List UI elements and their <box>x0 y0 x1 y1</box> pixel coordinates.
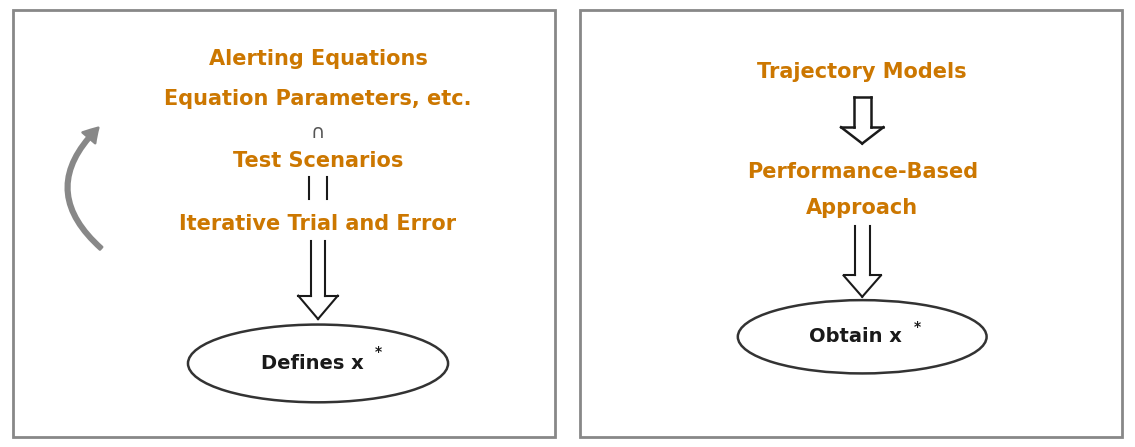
Text: Approach: Approach <box>806 198 918 218</box>
Text: Iterative Trial and Error: Iterative Trial and Error <box>179 214 456 233</box>
Text: *: * <box>375 346 382 359</box>
Text: Defines x: Defines x <box>261 354 363 373</box>
Text: Performance-Based: Performance-Based <box>747 162 977 182</box>
Text: Obtain x: Obtain x <box>809 327 902 346</box>
Text: Alerting Equations: Alerting Equations <box>209 49 428 69</box>
Ellipse shape <box>738 300 986 373</box>
FancyArrowPatch shape <box>66 128 102 249</box>
Text: *: * <box>914 320 920 333</box>
Text: ∩: ∩ <box>311 123 325 142</box>
Text: Equation Parameters, etc.: Equation Parameters, etc. <box>165 89 472 109</box>
Ellipse shape <box>188 325 448 402</box>
FancyBboxPatch shape <box>580 10 1123 437</box>
FancyBboxPatch shape <box>12 10 555 437</box>
Text: Trajectory Models: Trajectory Models <box>757 63 967 82</box>
Text: Test Scenarios: Test Scenarios <box>233 151 403 171</box>
